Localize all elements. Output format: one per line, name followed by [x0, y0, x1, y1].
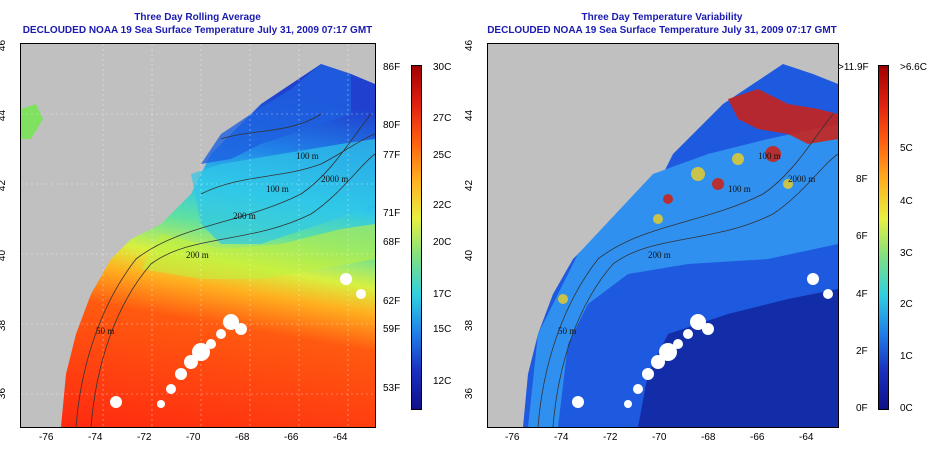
cbar-c-label: 27C	[433, 113, 452, 124]
cbar-f-label: 86F	[383, 62, 401, 73]
y-tick: 46	[464, 39, 476, 52]
y-tick: 44	[464, 109, 476, 122]
y-tick: 38	[0, 319, 9, 332]
cbar-f-label: 59F	[383, 324, 401, 335]
variability-high	[663, 89, 838, 204]
x-tick: -70	[186, 432, 201, 443]
y-tick: 42	[464, 179, 476, 192]
y-tick: 44	[0, 109, 9, 122]
cbar-f-label: 80F	[383, 120, 401, 131]
x-tick: -66	[284, 432, 299, 443]
cbar-c-label: >6.6C	[900, 62, 927, 73]
x-tick: -74	[88, 432, 103, 443]
x-tick: -68	[701, 432, 716, 443]
y-tick: 36	[464, 387, 476, 400]
cbar-f-label: 53F	[383, 383, 401, 394]
right-title-line1: Three Day Temperature Variability	[581, 12, 743, 23]
contour-label: 200 m	[648, 250, 671, 260]
coastal-blob	[21, 104, 43, 139]
contour-label: 2000 m	[788, 174, 815, 184]
y-tick: 38	[464, 319, 476, 332]
cbar-c-label: 20C	[433, 237, 452, 248]
left-title-line2: DECLOUDED NOAA 19 Sea Surface Temperatur…	[22, 25, 373, 36]
cbar-f-label: 4F	[856, 289, 868, 300]
x-tick: -66	[750, 432, 765, 443]
x-tick: -76	[39, 432, 54, 443]
x-tick: -76	[505, 432, 520, 443]
cbar-c-label: 25C	[433, 150, 452, 161]
right-colorbar	[878, 65, 889, 410]
cbar-f-label: 77F	[383, 150, 401, 161]
cbar-f-label: >11.9F	[838, 62, 869, 73]
x-tick: -72	[137, 432, 152, 443]
variability-moderate	[558, 153, 793, 304]
contour-label: 50 m	[96, 326, 114, 336]
left-colorbar	[411, 65, 422, 410]
cbar-c-label: 3C	[900, 248, 913, 259]
y-tick: 46	[0, 39, 9, 52]
left-sst-map: 100 m 100 m 200 m 2000 m 200 m 50 m	[20, 43, 376, 428]
cbar-c-label: 17C	[433, 289, 452, 300]
cbar-f-label: 0F	[856, 403, 868, 414]
contour-label: 50 m	[558, 326, 576, 336]
cbar-c-label: 0C	[900, 403, 913, 414]
cbar-c-label: 5C	[900, 143, 913, 154]
cbar-c-label: 22C	[433, 200, 452, 211]
cloud-patches	[110, 273, 366, 408]
cloud-patches	[572, 273, 833, 408]
x-tick: -70	[652, 432, 667, 443]
contour-label: 200 m	[186, 250, 209, 260]
contour-label: 100 m	[728, 184, 751, 194]
y-tick: 42	[0, 179, 9, 192]
x-tick: -72	[603, 432, 618, 443]
cbar-f-label: 6F	[856, 231, 868, 242]
contour-label: 100 m	[266, 184, 289, 194]
x-tick: -74	[554, 432, 569, 443]
y-tick: 40	[0, 249, 9, 262]
cbar-f-label: 62F	[383, 296, 401, 307]
x-tick: -68	[235, 432, 250, 443]
contour-label: 200 m	[233, 211, 256, 221]
contour-label: 2000 m	[321, 174, 348, 184]
y-tick: 40	[464, 249, 476, 262]
variability-mid	[528, 124, 838, 427]
cbar-c-label: 12C	[433, 376, 452, 387]
cbar-f-label: 68F	[383, 237, 401, 248]
right-title-line2: DECLOUDED NOAA 19 Sea Surface Temperatur…	[487, 25, 837, 36]
bathymetry-contours	[75, 113, 375, 427]
cbar-c-label: 2C	[900, 299, 913, 310]
grid-lines	[21, 44, 375, 427]
contour-label: 100 m	[758, 151, 781, 161]
cbar-c-label: 1C	[900, 351, 913, 362]
contour-label: 100 m	[296, 151, 319, 161]
x-tick: -64	[799, 432, 814, 443]
bathymetry-contours	[537, 113, 838, 427]
shelf-warm-band	[141, 224, 375, 279]
cbar-c-label: 30C	[433, 62, 452, 73]
cbar-c-label: 15C	[433, 324, 452, 335]
cbar-f-label: 2F	[856, 346, 868, 357]
right-variability-map: 100 m 100 m 2000 m 200 m 50 m	[487, 43, 839, 428]
cbar-c-label: 4C	[900, 196, 913, 207]
x-tick: -64	[333, 432, 348, 443]
variability-low	[638, 289, 838, 427]
cbar-f-label: 71F	[383, 208, 401, 219]
cbar-f-label: 8F	[856, 174, 868, 185]
left-title-line1: Three Day Rolling Average	[134, 12, 261, 23]
y-tick: 36	[0, 387, 9, 400]
